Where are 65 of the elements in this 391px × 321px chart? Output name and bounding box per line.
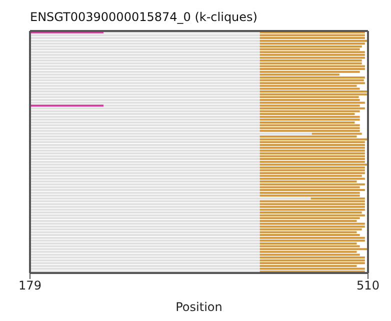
bar [260, 169, 365, 172]
bar [260, 60, 362, 62]
bar [260, 256, 365, 259]
bar [260, 155, 365, 158]
bar [260, 65, 365, 68]
bar [260, 208, 365, 211]
bar [260, 68, 365, 70]
bar [260, 164, 367, 166]
bar [260, 54, 365, 56]
bar [260, 76, 365, 78]
bar [260, 56, 365, 59]
bar [260, 79, 364, 82]
bar [260, 141, 365, 144]
bar [260, 214, 365, 216]
bar [260, 51, 365, 54]
bar [260, 200, 365, 202]
bar [260, 118, 360, 121]
bar [260, 45, 362, 48]
bar [260, 62, 362, 64]
bar [260, 152, 365, 154]
bar [260, 160, 365, 163]
bar [260, 228, 362, 230]
bar [260, 222, 365, 225]
bar [30, 102, 260, 104]
bar [260, 138, 367, 140]
bar [30, 34, 260, 36]
bar [260, 37, 365, 40]
bar [260, 174, 362, 177]
bar [260, 107, 365, 110]
bar [260, 130, 360, 132]
bar [260, 166, 365, 168]
chart-title: ENSGT00390000015874_0 (k-cliques) [30, 10, 258, 24]
bar [260, 206, 365, 208]
bar [260, 240, 365, 242]
bar [260, 40, 367, 42]
bar [260, 268, 365, 270]
bar [260, 116, 360, 118]
x-tick-label: 510 [356, 278, 380, 293]
bar [260, 236, 365, 239]
bar [30, 104, 104, 107]
bar [260, 212, 362, 214]
bar [260, 34, 365, 36]
bar [260, 259, 365, 262]
x-axis-title: Position [176, 300, 222, 314]
bar [260, 150, 365, 152]
bar [260, 183, 365, 186]
bar [260, 146, 365, 149]
bar [30, 107, 260, 110]
bar [260, 82, 365, 84]
bar [260, 248, 367, 250]
bar [260, 124, 360, 126]
bar [260, 42, 365, 45]
bar [260, 189, 365, 192]
bar [260, 102, 365, 104]
bar [260, 90, 367, 93]
bar [260, 93, 367, 96]
bar [260, 158, 365, 160]
bar [260, 178, 365, 180]
bar [260, 203, 365, 206]
bar [260, 262, 365, 264]
bar [260, 172, 365, 174]
bar [260, 127, 360, 130]
bar [260, 226, 365, 228]
bar [260, 144, 365, 146]
x-tick-label: 179 [18, 278, 42, 293]
